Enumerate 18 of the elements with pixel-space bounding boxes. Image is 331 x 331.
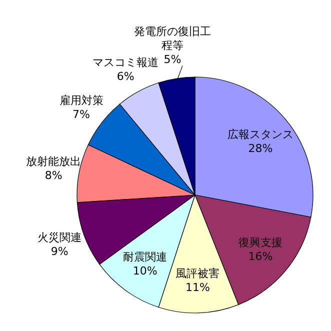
data-label: 28% bbox=[248, 142, 273, 155]
slice-label: 火災関連 bbox=[38, 230, 82, 244]
slice-label: 復興支援 bbox=[238, 236, 282, 250]
slice-label: 放射能放出 bbox=[26, 155, 82, 168]
data-label: 8% bbox=[44, 169, 62, 182]
data-label: 9% bbox=[50, 244, 68, 258]
data-label: 6% bbox=[116, 70, 134, 83]
slice-label: 風評被害 bbox=[176, 266, 220, 280]
data-label: 5% bbox=[164, 52, 182, 66]
data-label: 16% bbox=[248, 250, 273, 264]
data-label: 10% bbox=[132, 264, 158, 278]
slice-label: 耐震関連 bbox=[123, 250, 168, 264]
slice-label: マスコミ報道 bbox=[92, 56, 159, 69]
slice-label: 発電所の復旧工程等 bbox=[134, 24, 211, 52]
data-label: 7% bbox=[72, 108, 90, 121]
slice-label: 雇用対策 bbox=[59, 94, 104, 107]
data-label: 11% bbox=[185, 280, 210, 294]
slice-label: 広報スタンス bbox=[227, 128, 294, 141]
